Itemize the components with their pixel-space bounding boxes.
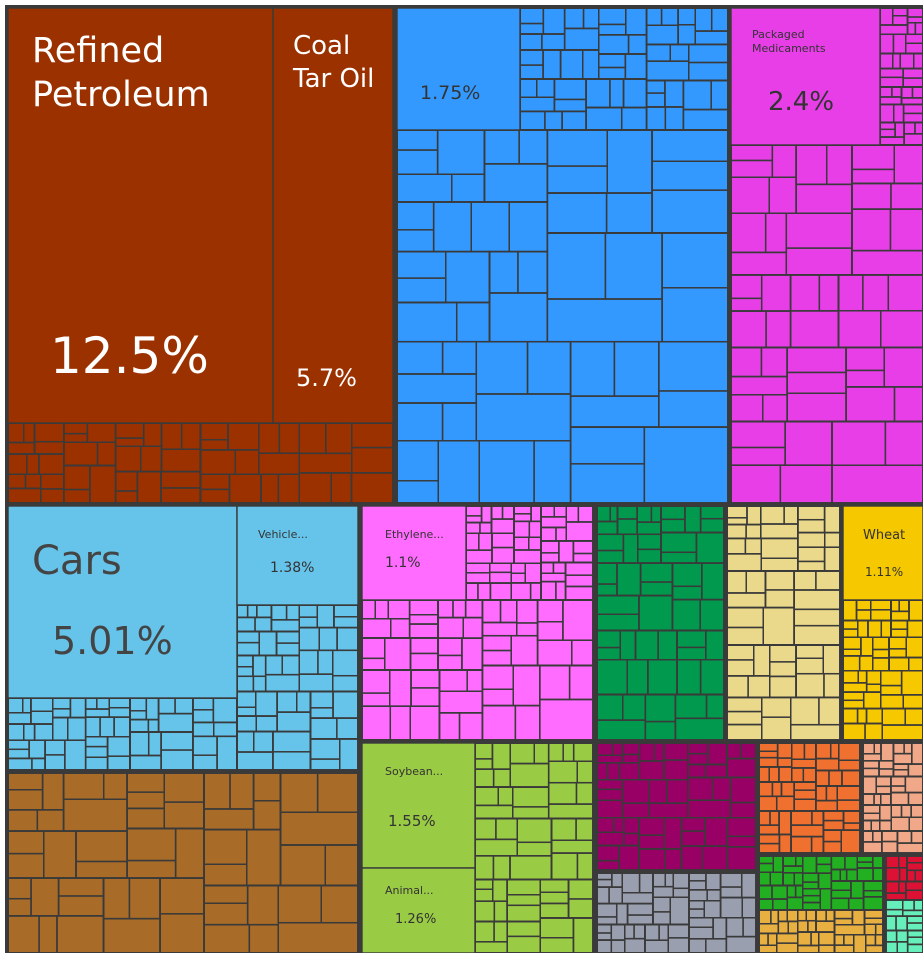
tile-value: 1.55% <box>388 812 436 830</box>
tile-value: 5.01% <box>52 619 173 663</box>
tile-name: Animal... <box>385 884 434 897</box>
sub-tile <box>725 935 757 953</box>
tile-value: 1.11% <box>865 565 904 579</box>
tile-name: Wheat <box>863 528 906 543</box>
sub-tile <box>726 846 757 871</box>
sub-tile <box>572 917 594 953</box>
sub-tile <box>643 426 729 504</box>
tile-name: Cars <box>32 538 122 584</box>
sub-tile <box>339 738 359 771</box>
tile <box>361 867 476 953</box>
sub-tile <box>277 921 359 953</box>
tile-name: Coal Tar Oil <box>293 31 375 94</box>
tile-value: 1.1% <box>385 555 421 571</box>
group <box>597 743 756 870</box>
sub-tile <box>840 829 861 854</box>
tile-name: Soybean... <box>385 765 444 778</box>
tile <box>730 7 881 146</box>
sub-tile <box>216 735 238 771</box>
sub-tile <box>674 717 725 741</box>
sub-tile <box>539 698 594 741</box>
tile <box>236 505 359 606</box>
group <box>8 773 358 953</box>
tile-value: 2.4% <box>768 87 835 117</box>
tile-name: Vehicle... <box>258 528 308 541</box>
tile <box>361 505 467 601</box>
tile-name: Refined Petroleum <box>32 31 210 115</box>
sub-tile <box>790 723 841 741</box>
tile <box>7 7 274 424</box>
tile-value: 1.75% <box>420 82 481 104</box>
tile-name: Ethylene... <box>385 528 444 541</box>
tile-value: 1.26% <box>395 912 437 927</box>
tile-value: 5.7% <box>296 364 357 392</box>
tile-name: Packaged Medicaments <box>752 28 826 55</box>
tile <box>361 742 476 869</box>
group <box>727 506 840 740</box>
tile <box>842 505 923 601</box>
group <box>597 873 756 953</box>
tile-value: 1.38% <box>270 560 315 576</box>
tile <box>7 505 238 699</box>
tile-value: 12.5% <box>50 327 209 385</box>
sub-tile <box>350 472 394 504</box>
tile <box>272 7 394 424</box>
tile <box>396 7 521 131</box>
